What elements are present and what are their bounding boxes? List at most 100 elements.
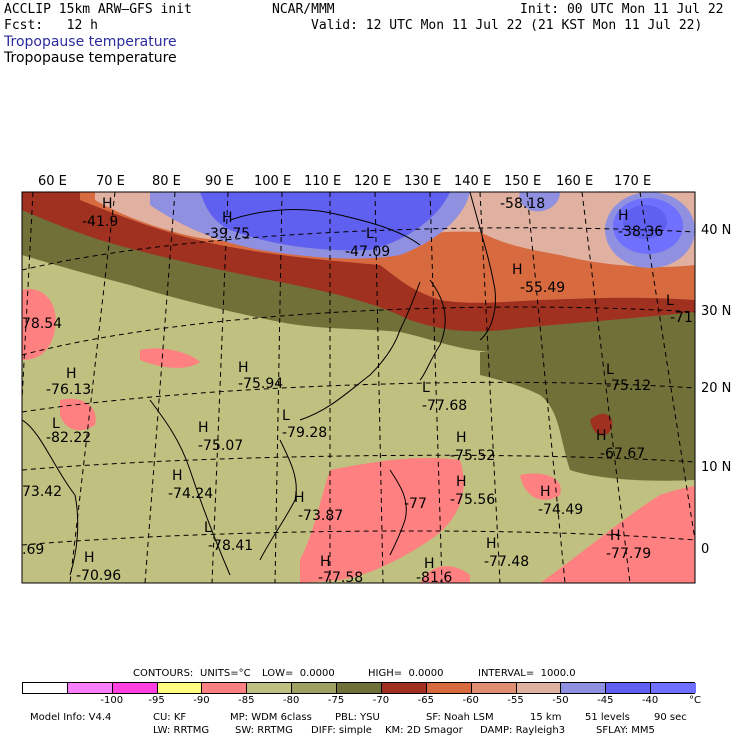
extremum-type: H	[486, 536, 497, 552]
extremum-type: H	[596, 428, 607, 444]
lon-label: 90 E	[205, 174, 234, 189]
contours-low: LOW= 0.0000	[262, 668, 335, 679]
colorbar-swatch	[606, 683, 652, 693]
contours-interval: INTERVAL= 1000.0	[478, 668, 576, 679]
extrema-labels: H -41.9 H -39.75 L -47.09 -58.18 H -38.3…	[22, 196, 693, 586]
extremum-value: -77.48	[484, 554, 529, 570]
timestep: 90 sec	[654, 712, 687, 723]
colorbar-swatch	[247, 683, 293, 693]
colorbar-tick-label: -85	[238, 695, 255, 706]
colorbar-swatch	[23, 683, 68, 693]
extremum-value: -82.22	[46, 430, 91, 446]
colorbar-swatch	[337, 683, 382, 693]
extremum-value: -77.79	[606, 546, 651, 562]
shaded-field	[22, 192, 695, 583]
colorbar-swatch	[381, 683, 427, 693]
lon-label: 100 E	[254, 174, 291, 189]
extremum-type: H	[172, 468, 183, 484]
lon-label: 70 E	[96, 174, 125, 189]
microphysics-scheme: MP: WDM 6class	[230, 712, 312, 723]
colorbar-tick-label: -50	[552, 695, 569, 706]
colorbar-swatch	[516, 683, 562, 693]
extremum-type: L	[606, 362, 614, 378]
colorbar-tick-label: -65	[417, 695, 434, 706]
extremum-type: H	[320, 554, 331, 570]
colorbar-swatch	[112, 683, 158, 693]
lat-lon-grid	[22, 192, 695, 583]
extremum-value: -41.9	[82, 214, 118, 230]
extremum-value: -74.49	[538, 502, 583, 518]
colorbar-tick-label: -90	[193, 695, 210, 706]
lon-label: 160 E	[556, 174, 593, 189]
extremum-type: L	[422, 380, 430, 396]
extremum-value: -75.56	[450, 492, 495, 508]
extremum-type: H	[222, 210, 233, 226]
km-scheme: KM: 2D Smagor	[385, 725, 463, 736]
model-title: ACCLIP 15km ARW–GFS init	[4, 2, 192, 17]
extremum-type: H	[294, 490, 305, 506]
latitude-labels: 40 N 30 N 20 N 10 N 0	[701, 223, 731, 557]
extremum-type: H	[610, 528, 621, 544]
lat-label: 10 N	[701, 460, 731, 475]
forecast-hour: Fcst: 12 h	[4, 18, 98, 33]
lon-label: 120 E	[354, 174, 391, 189]
colorbar-tick-label: -55	[507, 695, 524, 706]
surface-scheme: SF: Noah LSM	[426, 712, 494, 723]
extremum-value: 73.42	[22, 484, 62, 500]
colorbar-unit-label: °C	[689, 695, 701, 706]
extremum-type: H	[102, 196, 113, 212]
extremum-value: -47.09	[345, 244, 390, 260]
colorbar-swatch	[202, 683, 248, 693]
colorbar-swatch	[426, 683, 472, 693]
lon-label: 140 E	[454, 174, 491, 189]
extremum-type: H	[198, 420, 209, 436]
extremum-type: H	[618, 208, 629, 224]
lon-label: 60 E	[38, 174, 67, 189]
shortwave-scheme: SW: RRTMG	[235, 725, 293, 736]
extremum-value: -75.94	[238, 376, 283, 392]
contours-units: UNITS=°C	[200, 668, 251, 679]
longitude-labels: 60 E 70 E 80 E 90 E 100 E 110 E 120 E 13…	[38, 174, 651, 189]
colorbar-tick-label: -40	[641, 695, 659, 706]
extremum-value: -77	[404, 496, 427, 512]
lat-label: 20 N	[701, 381, 731, 396]
extremum-type: H	[540, 484, 551, 500]
extremum-value: -75.52	[450, 448, 495, 464]
extremum-value: -71	[670, 310, 693, 326]
extremum-type: L	[204, 520, 212, 536]
contours-high: HIGH= 0.0000	[368, 668, 444, 679]
extremum-value: -55.49	[520, 280, 565, 296]
extremum-type: H	[66, 366, 77, 382]
colorbar-swatch	[471, 683, 517, 693]
colorbar	[22, 682, 696, 694]
extremum-value: -81.6	[416, 570, 452, 586]
lon-label: 110 E	[304, 174, 341, 189]
extremum-value: -74.24	[168, 486, 213, 502]
coastlines	[22, 192, 496, 576]
extremum-value: -75.07	[198, 438, 243, 454]
pbl-scheme: PBL: YSU	[335, 712, 380, 723]
lon-label: 170 E	[614, 174, 651, 189]
extremum-type: H	[456, 474, 467, 490]
colorbar-tick-label: -100	[100, 695, 124, 706]
extremum-type: H	[84, 550, 95, 566]
lon-label: 150 E	[504, 174, 541, 189]
extremum-value: -67.67	[600, 446, 645, 462]
colorbar-swatch	[292, 683, 338, 693]
extremum-type: L	[666, 293, 674, 309]
field-title-secondary: Tropopause temperature	[4, 50, 177, 66]
resolution: 15 km	[530, 712, 562, 723]
extremum-value: 78.54	[22, 316, 62, 332]
extremum-value: -78.41	[208, 538, 253, 554]
extremum-value: -58.18	[500, 196, 545, 212]
lon-label: 80 E	[152, 174, 181, 189]
extremum-value: -70.96	[76, 568, 121, 584]
lat-label: 30 N	[701, 304, 731, 319]
extremum-value: -76.13	[46, 382, 91, 398]
field-title-primary: Tropopause temperature	[4, 34, 177, 50]
colorbar-tick-label: -70	[372, 695, 390, 706]
map-frame	[21, 191, 696, 584]
surface-layer-scheme: SFLAY: MM5	[596, 725, 655, 736]
extremum-value: -77.68	[422, 398, 467, 414]
extremum-value: .69	[22, 542, 44, 558]
